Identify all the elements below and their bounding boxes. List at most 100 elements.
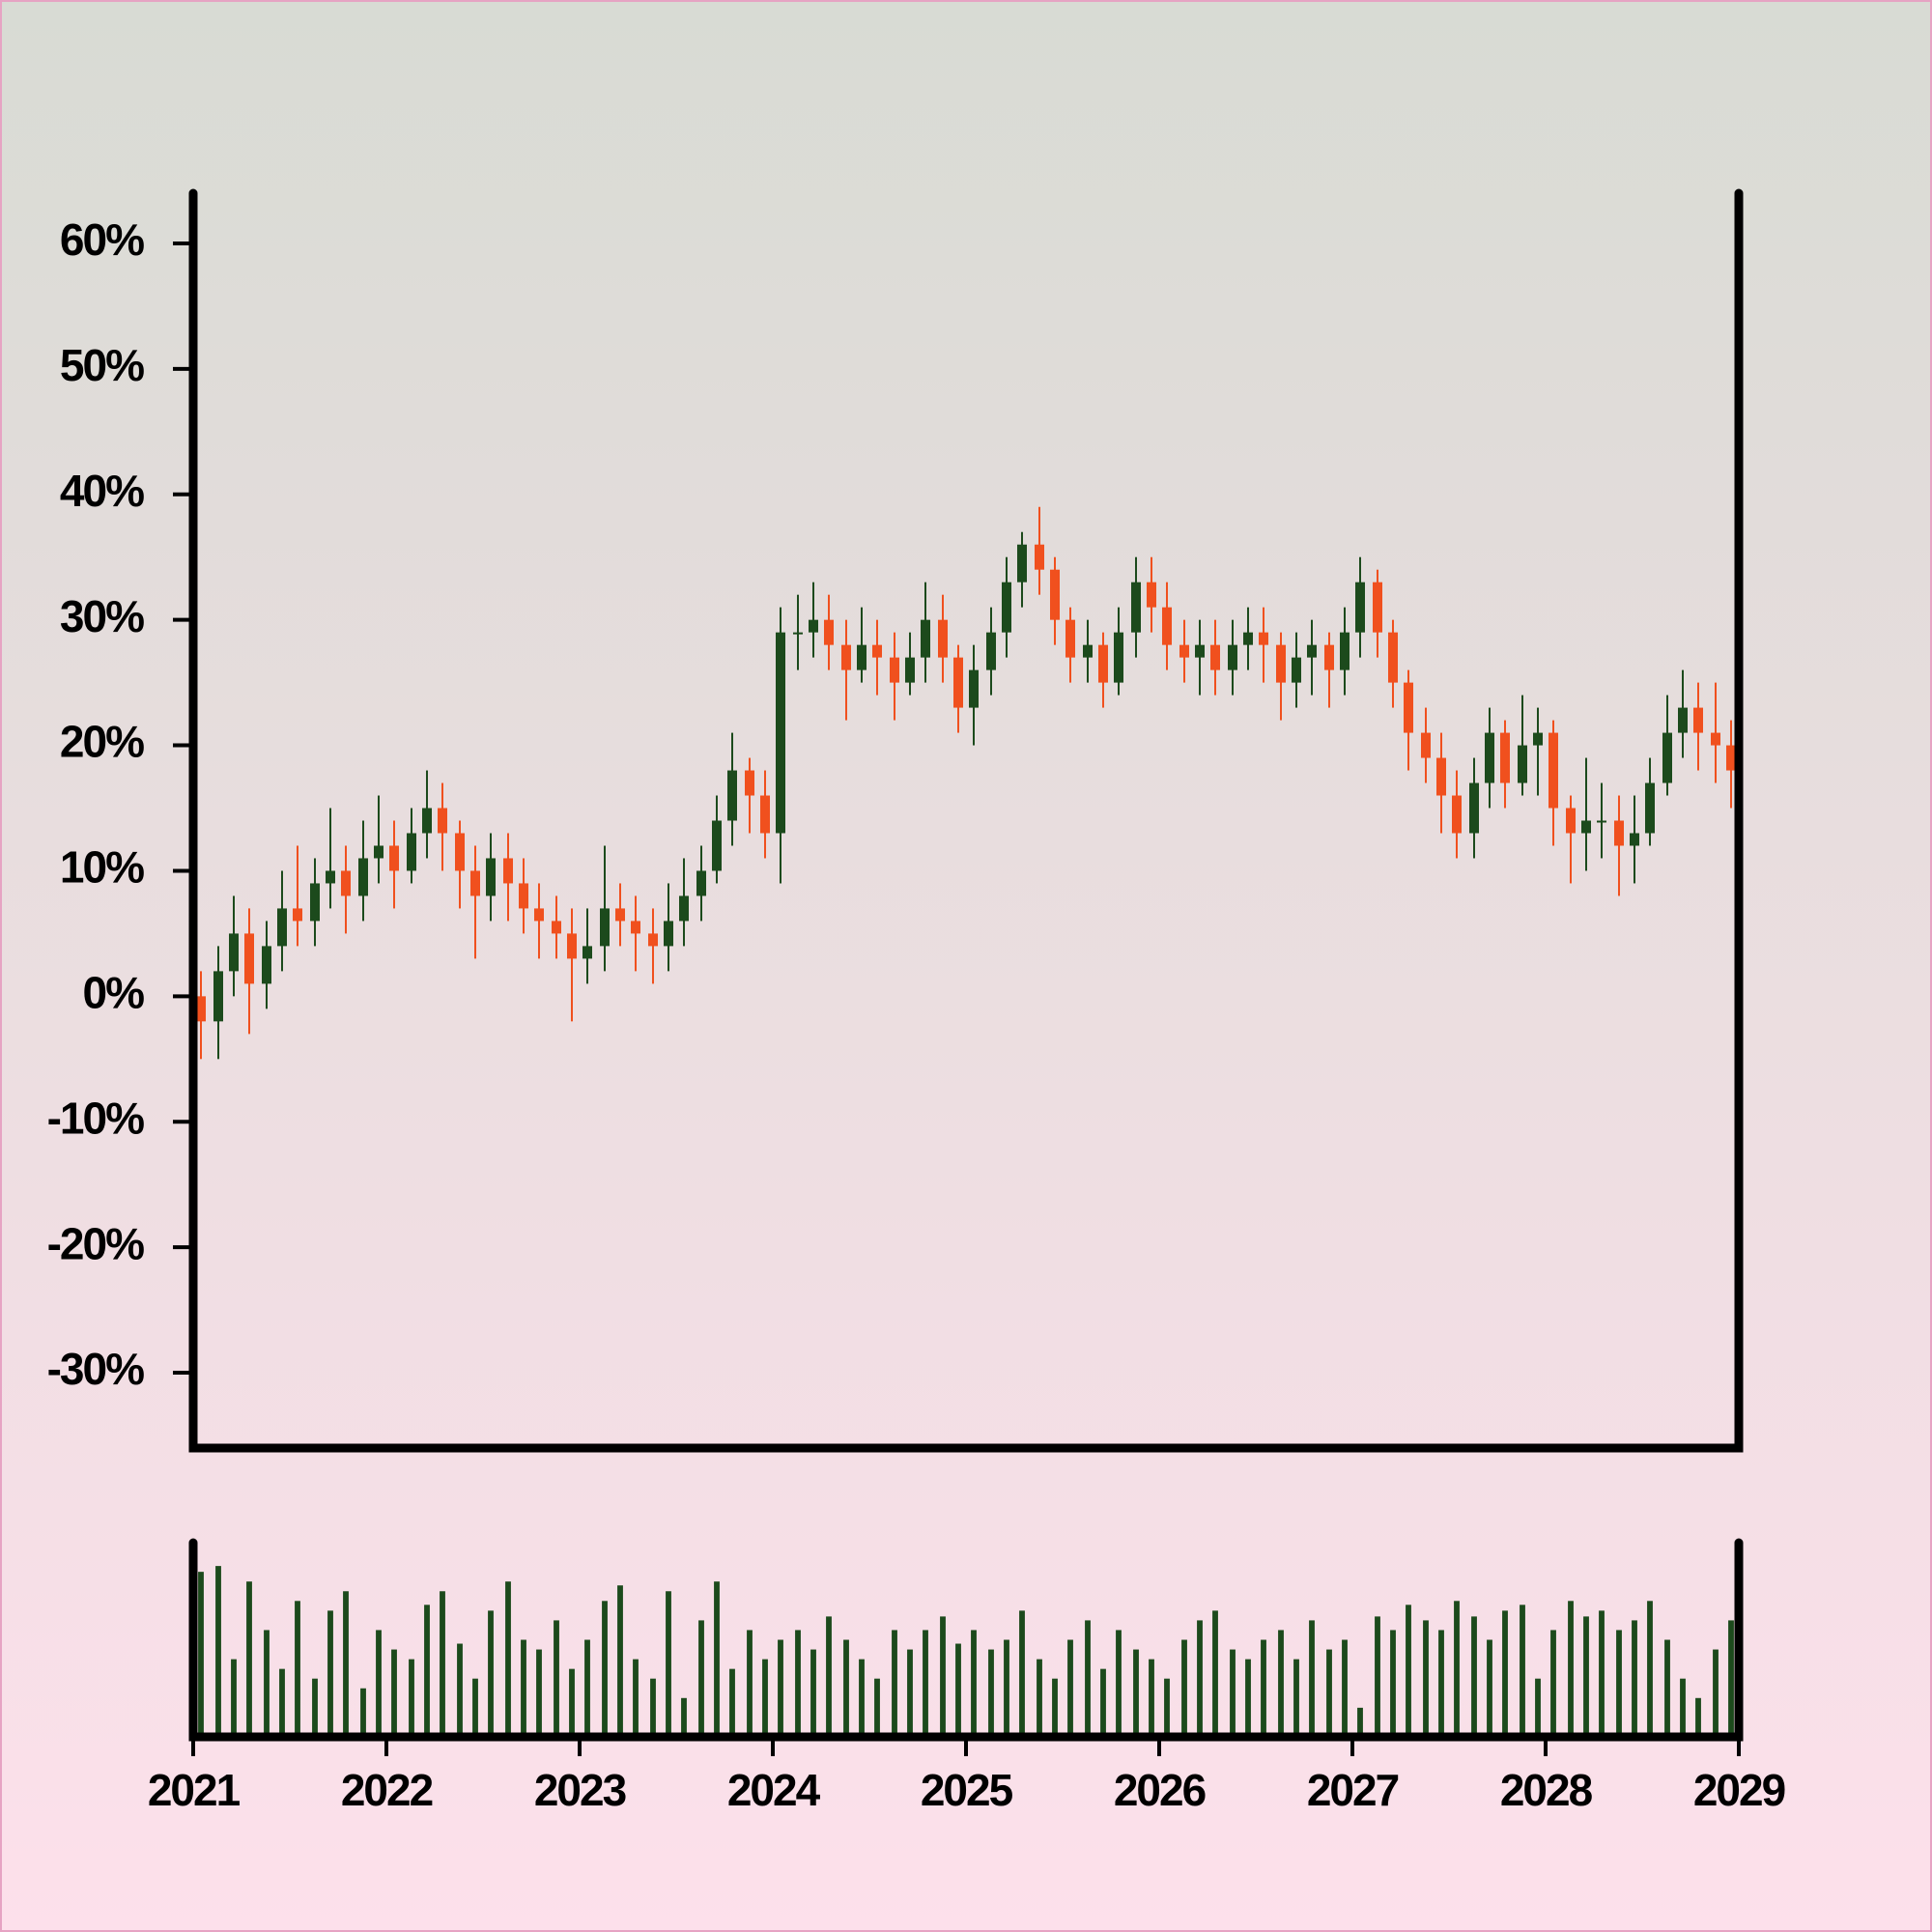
- volume-frame: [188, 1538, 1744, 1742]
- candle-body: [615, 908, 625, 922]
- volume-bar: [1326, 1649, 1332, 1737]
- candle-body: [229, 933, 239, 972]
- volume-bar: [1487, 1639, 1492, 1737]
- volume-bar: [826, 1616, 832, 1737]
- y-tick-label: -30%: [47, 1344, 144, 1394]
- volume-bar: [569, 1668, 575, 1737]
- volume-bar: [1568, 1601, 1574, 1737]
- candle-body: [664, 921, 673, 947]
- candle-body: [1388, 632, 1398, 683]
- volume-bar: [1230, 1649, 1236, 1737]
- volume-bar: [1085, 1620, 1091, 1737]
- volume-bar: [1406, 1605, 1411, 1737]
- candle-body: [809, 619, 818, 633]
- volume-bar: [1647, 1601, 1653, 1737]
- candle-body: [567, 933, 577, 959]
- candle-body: [1210, 644, 1220, 670]
- candle-body: [1083, 644, 1093, 658]
- candle-body: [470, 870, 480, 896]
- candle-body: [872, 644, 882, 658]
- x-tick-label: 2025: [921, 1765, 1013, 1815]
- volume-bar: [1293, 1659, 1299, 1737]
- candle-body: [1179, 644, 1189, 658]
- volume-bar: [1375, 1616, 1380, 1737]
- candle-body: [776, 632, 785, 834]
- y-tick-label: 30%: [60, 591, 144, 641]
- candle-body: [1355, 582, 1365, 633]
- candle-body: [1485, 732, 1494, 783]
- volume-bar: [729, 1668, 735, 1737]
- price-frame: [188, 188, 1744, 1453]
- candle-body: [1726, 745, 1736, 771]
- candle-body: [1035, 544, 1044, 570]
- candle-body: [1276, 644, 1286, 683]
- candle-body: [1002, 582, 1011, 633]
- volume-bar: [698, 1620, 704, 1737]
- candle-body: [953, 657, 963, 708]
- candle-body: [310, 883, 320, 922]
- volume-bar: [892, 1630, 897, 1737]
- volume-bar: [1149, 1659, 1154, 1737]
- volume-bar: [231, 1659, 237, 1737]
- volume-bar: [1471, 1616, 1477, 1737]
- candle-body: [1404, 682, 1413, 733]
- volume-bar: [488, 1610, 494, 1737]
- volume-bar: [457, 1643, 463, 1737]
- candle-body: [1098, 644, 1108, 683]
- volume-bar: [1181, 1639, 1187, 1737]
- volume-bar: [1454, 1601, 1460, 1737]
- volume-bar: [1245, 1659, 1251, 1737]
- volume-bar: [874, 1678, 880, 1737]
- candle-body: [1711, 732, 1720, 746]
- candle-body: [824, 619, 834, 645]
- volume-bar: [747, 1630, 753, 1737]
- volume-bar: [1164, 1678, 1170, 1737]
- candle-body: [1114, 632, 1123, 683]
- volume-bar: [843, 1639, 849, 1737]
- volume-bar: [1520, 1605, 1525, 1737]
- candle-body: [1662, 732, 1672, 783]
- volume-bar: [1212, 1610, 1218, 1737]
- candle-body: [1645, 782, 1655, 834]
- candle-body: [503, 858, 513, 884]
- y-tick-label: 20%: [60, 717, 144, 767]
- candle-body: [438, 808, 447, 834]
- volume-bar: [312, 1678, 318, 1737]
- candle-body: [1228, 644, 1237, 670]
- volume-bar: [1197, 1620, 1203, 1737]
- candle-body: [1533, 732, 1543, 746]
- candle-body: [1630, 833, 1639, 846]
- x-tick-label: 2024: [727, 1765, 821, 1815]
- volume-bar: [1550, 1630, 1556, 1737]
- volume-bar: [1309, 1620, 1315, 1737]
- candle-body: [1131, 582, 1141, 633]
- candle-body: [1195, 644, 1205, 658]
- candle-body: [1373, 582, 1382, 633]
- volume-bar: [1632, 1620, 1637, 1737]
- volume-bar: [940, 1616, 946, 1737]
- candle-body: [1436, 757, 1446, 796]
- volume-bar: [584, 1639, 590, 1737]
- volume-bar: [1037, 1659, 1042, 1737]
- volume-bar: [1583, 1616, 1589, 1737]
- volume-bar: [1390, 1630, 1396, 1737]
- y-tick-label: -10%: [47, 1093, 144, 1143]
- candle-body: [1292, 657, 1301, 683]
- volume-bar: [1261, 1639, 1266, 1737]
- volume-bar: [666, 1591, 671, 1737]
- candle-body: [1065, 619, 1075, 658]
- volume-bar: [762, 1659, 768, 1737]
- volume-bar: [215, 1566, 221, 1737]
- volume-bar: [264, 1630, 270, 1737]
- candle-body: [519, 883, 528, 909]
- volume-bar: [1599, 1610, 1605, 1737]
- volume-bar: [1680, 1678, 1686, 1737]
- candle-body: [1566, 808, 1576, 834]
- candle-body: [938, 619, 948, 658]
- candle-body: [422, 808, 432, 834]
- volume-bar: [343, 1591, 349, 1737]
- candle-body: [648, 933, 658, 947]
